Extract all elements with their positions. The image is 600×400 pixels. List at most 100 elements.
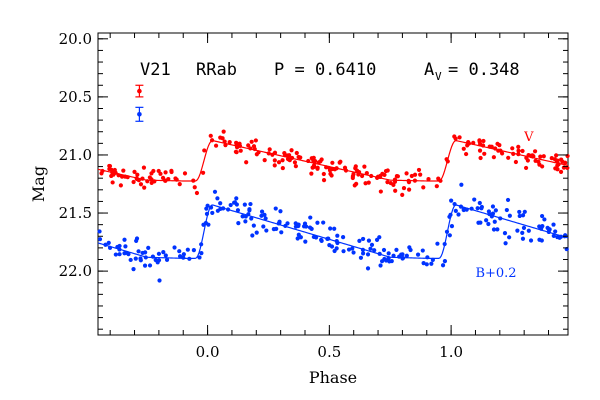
- data-point-v: [516, 152, 521, 157]
- data-point-b: [553, 229, 558, 234]
- data-point-b: [243, 219, 248, 224]
- data-point-b: [335, 233, 340, 238]
- data-point-b: [328, 226, 333, 231]
- period: P = 0.6410: [274, 60, 376, 80]
- data-point-b: [197, 255, 202, 260]
- data-point-v: [558, 169, 564, 174]
- data-point-b: [254, 230, 259, 235]
- data-point-v: [563, 160, 568, 165]
- data-point-b: [346, 247, 352, 252]
- data-point-v: [280, 165, 285, 171]
- data-point-b: [430, 257, 435, 262]
- data-point-v: [182, 171, 188, 176]
- data-point-v: [385, 180, 390, 185]
- data-point-b: [296, 232, 301, 237]
- data-point-b: [447, 233, 452, 238]
- data-point-v: [513, 159, 519, 165]
- data-point-b: [351, 250, 356, 255]
- data-point-b: [321, 220, 326, 225]
- data-point-b: [187, 256, 192, 261]
- data-point-v: [559, 157, 564, 162]
- data-point-b: [368, 246, 373, 251]
- data-point-b: [134, 238, 139, 243]
- data-point-v: [541, 154, 546, 159]
- data-point-b: [421, 261, 426, 266]
- data-point-b: [404, 253, 409, 258]
- data-point-v: [266, 151, 271, 156]
- amplitude-symbol: A: [424, 60, 434, 80]
- data-point-v: [400, 192, 405, 197]
- data-point-b: [123, 244, 128, 249]
- data-point-b: [218, 201, 223, 206]
- variable-type: RRab: [196, 60, 237, 80]
- data-point-v: [276, 160, 282, 165]
- data-point-v: [140, 176, 145, 181]
- data-point-b: [263, 216, 268, 221]
- data-point-v: [385, 168, 390, 173]
- data-point-b: [340, 235, 346, 240]
- data-point-v: [234, 145, 240, 150]
- data-point-v: [343, 168, 349, 173]
- data-point-v: [162, 178, 168, 183]
- data-point-b: [476, 220, 481, 225]
- data-point-b: [218, 206, 223, 212]
- data-point-b: [133, 256, 138, 261]
- data-point-v: [282, 153, 288, 158]
- data-point-b: [505, 197, 511, 203]
- data-point-b: [177, 254, 183, 259]
- data-point-v: [298, 155, 303, 160]
- data-point-b: [164, 257, 170, 262]
- data-point-b: [177, 249, 182, 254]
- data-point-b: [107, 245, 113, 250]
- data-point-v: [506, 155, 511, 160]
- data-point-b: [498, 216, 503, 221]
- data-point-v: [177, 182, 182, 187]
- data-point-v: [530, 153, 535, 158]
- data-point-v: [292, 160, 298, 165]
- data-point-v: [223, 143, 228, 148]
- data-point-v: [221, 129, 226, 134]
- data-point-b: [259, 213, 264, 218]
- data-point-b: [143, 255, 148, 260]
- data-point-b: [408, 247, 413, 253]
- data-point-v: [321, 171, 326, 177]
- data-point-v: [482, 151, 487, 156]
- data-point-b: [381, 247, 387, 253]
- data-point-v: [388, 180, 393, 186]
- data-point-b: [329, 244, 335, 249]
- data-point-b: [551, 222, 556, 227]
- data-point-v: [369, 173, 374, 179]
- data-point-v: [280, 158, 285, 163]
- data-point-v: [256, 150, 261, 155]
- data-point-b: [106, 240, 111, 245]
- data-point-v: [311, 163, 317, 168]
- data-point-v: [246, 143, 251, 148]
- data-point-v: [262, 158, 267, 163]
- data-point-v: [328, 171, 333, 176]
- data-point-b: [128, 257, 133, 263]
- data-point-b: [150, 254, 156, 259]
- data-point-v: [480, 143, 486, 148]
- data-point-v: [412, 172, 418, 177]
- data-point-b: [136, 249, 141, 254]
- data-point-b: [477, 200, 482, 206]
- data-points: [97, 129, 570, 283]
- data-point-b: [522, 209, 527, 214]
- data-point-b: [113, 252, 118, 257]
- data-point-b: [307, 225, 313, 230]
- data-point-v: [244, 160, 249, 165]
- data-point-b: [156, 251, 162, 256]
- data-point-b: [358, 255, 364, 260]
- data-point-b: [357, 238, 362, 244]
- data-point-v: [131, 179, 136, 185]
- data-point-v: [350, 175, 355, 181]
- data-point-b: [163, 253, 168, 258]
- data-point-b: [360, 247, 366, 253]
- data-point-b: [240, 214, 245, 219]
- data-point-b: [201, 222, 206, 227]
- axis-ticks: 0.0 0.5 1.0 20.0 20.5 21.0 21.5 22.0: [59, 30, 568, 361]
- data-point-b: [97, 229, 102, 234]
- data-point-b: [285, 221, 290, 226]
- data-point-v: [526, 152, 531, 158]
